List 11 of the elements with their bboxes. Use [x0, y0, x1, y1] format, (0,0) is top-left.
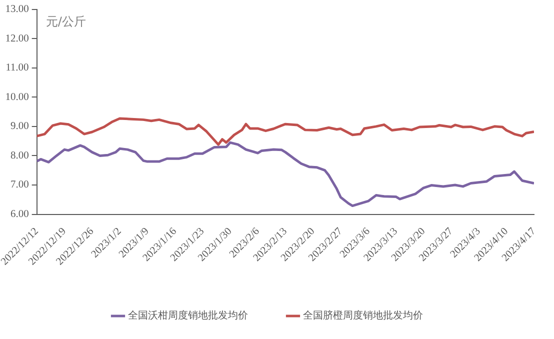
legend-label: 全国沃柑周度销地批发均价	[128, 310, 248, 322]
y-tick-label: 8.00	[10, 150, 29, 162]
y-tick-label: 7.00	[10, 180, 29, 191]
legend-label: 全国脐橙周度销地批发均价	[303, 310, 423, 322]
y-tick-label: 11.00	[6, 62, 29, 74]
y-tick-label: 6.00	[10, 209, 29, 220]
y-tick-label: 9.00	[10, 121, 29, 132]
y-axis-title: 元/公斤	[46, 14, 86, 28]
y-tick-label: 12.00	[5, 33, 29, 44]
y-tick-label: 10.00	[5, 92, 29, 103]
y-tick-label: 13.00	[5, 4, 29, 16]
